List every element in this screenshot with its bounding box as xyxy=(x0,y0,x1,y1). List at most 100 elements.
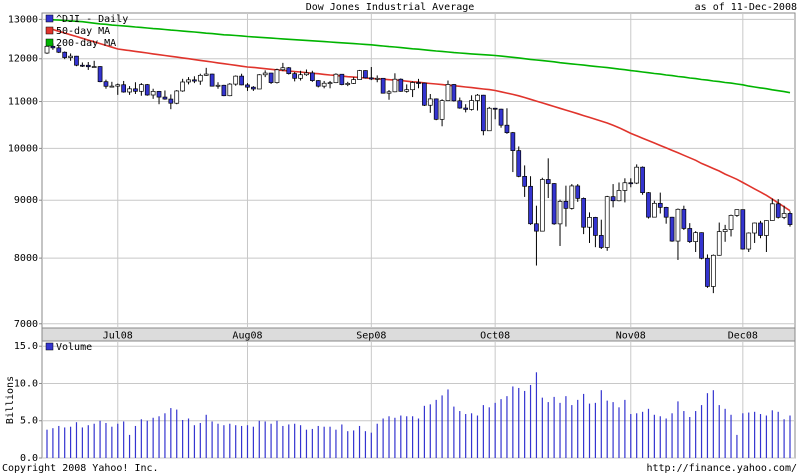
volume-bar xyxy=(288,424,290,458)
candle-body xyxy=(598,235,604,248)
candle-body xyxy=(127,88,132,93)
volume-bar xyxy=(258,420,260,458)
volume-bar xyxy=(665,418,667,458)
candle-body xyxy=(775,203,781,218)
candle-body xyxy=(386,91,392,94)
candle-body xyxy=(174,90,180,104)
volume-bar xyxy=(712,390,714,458)
volume-bar xyxy=(423,405,425,458)
candle-body xyxy=(451,84,457,102)
volume-bar xyxy=(488,407,490,458)
volume-bar xyxy=(388,416,390,458)
volume-bar xyxy=(524,390,526,458)
volume-bar xyxy=(58,425,60,458)
ma-line xyxy=(46,18,791,94)
volume-bar xyxy=(329,426,331,458)
candle-body xyxy=(304,72,309,76)
volume-bar xyxy=(789,415,791,458)
candle-body xyxy=(398,78,404,92)
candle-body xyxy=(787,213,793,225)
volume-bar xyxy=(624,399,626,458)
volume-bar xyxy=(671,413,673,458)
volume-bar xyxy=(69,426,72,458)
volume-bar xyxy=(547,402,549,458)
volume-bar xyxy=(87,425,89,458)
volume-bar xyxy=(559,402,561,458)
candle-body xyxy=(363,70,368,79)
volume-bar xyxy=(370,432,372,458)
volume-bar xyxy=(146,420,148,458)
volume-bar xyxy=(600,390,602,458)
volume-bar xyxy=(99,420,101,458)
volume-bar xyxy=(695,411,697,458)
volume-bar xyxy=(435,399,437,458)
volume-bar xyxy=(453,406,455,458)
volume-bar xyxy=(252,426,254,458)
volume-bar xyxy=(93,423,95,458)
legend-swatch xyxy=(45,342,54,351)
volume-bar xyxy=(541,397,543,458)
candle-body xyxy=(357,70,362,80)
volume-bar xyxy=(577,399,579,458)
volume-bar xyxy=(765,415,768,458)
candle-body xyxy=(734,209,740,216)
candle-body xyxy=(251,86,256,90)
volume-bar xyxy=(305,429,308,458)
volume-bar xyxy=(117,423,119,458)
candle-body xyxy=(528,185,533,225)
candle-body xyxy=(121,84,127,93)
x-tick-label: Nov08 xyxy=(616,331,646,342)
volume-bar xyxy=(618,407,620,458)
candle-body xyxy=(463,107,469,110)
y-tick-label: 15.0 xyxy=(14,341,38,352)
candle-body xyxy=(186,79,191,83)
candle-body xyxy=(587,217,592,228)
volume-bar xyxy=(81,427,83,458)
volume-bar xyxy=(394,417,396,458)
candle-body xyxy=(516,150,522,177)
candle-body xyxy=(663,207,669,218)
candle-body xyxy=(764,220,769,236)
candle-body xyxy=(44,45,50,54)
candle-body xyxy=(221,84,227,97)
volume-bar xyxy=(459,411,461,458)
volume-bar xyxy=(529,384,532,458)
candle-body xyxy=(133,88,138,92)
candle-body xyxy=(203,73,209,76)
candle-body xyxy=(321,82,327,87)
volume-bar xyxy=(264,421,266,458)
candle-body xyxy=(74,55,79,66)
volume-bar xyxy=(211,421,213,458)
candle-body xyxy=(563,200,569,209)
candle-body xyxy=(298,74,303,79)
volume-bar xyxy=(465,414,467,458)
candle-body xyxy=(109,85,115,88)
candle-body xyxy=(115,84,121,87)
volume-bar xyxy=(134,425,137,458)
candle-body xyxy=(610,196,616,202)
y-tick-label: 0.0 xyxy=(20,453,38,464)
candle-body xyxy=(351,79,356,84)
footer-left: Copyright 2008 Yahoo! Inc. xyxy=(2,463,159,474)
candle-body xyxy=(445,84,451,101)
volume-bar xyxy=(347,431,349,458)
candle-body xyxy=(80,64,85,67)
candle-body xyxy=(539,179,545,232)
candle-body xyxy=(392,78,398,93)
volume-bar xyxy=(636,413,638,458)
volume-bar xyxy=(754,411,756,458)
x-tick-label: Aug08 xyxy=(232,331,262,342)
candle-body xyxy=(534,223,539,232)
candle-body xyxy=(197,74,203,82)
volume-bar xyxy=(128,434,131,458)
candle-body xyxy=(492,107,498,110)
volume-bar xyxy=(229,423,231,458)
volume-bar xyxy=(193,425,196,458)
candle-body xyxy=(657,202,663,208)
candle-body xyxy=(56,47,62,53)
candle-body xyxy=(781,213,787,218)
volume-bar xyxy=(482,405,484,458)
candle-body xyxy=(380,77,386,94)
volume-bar xyxy=(323,426,325,458)
